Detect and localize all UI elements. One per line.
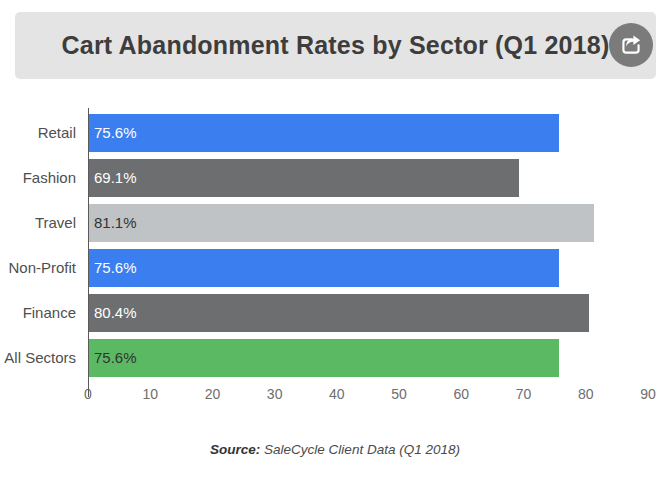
chart-row: Finance 80.4% — [0, 290, 670, 335]
source-caption: Source: SaleCycle Client Data (Q1 2018) — [0, 442, 670, 457]
bar-all-sectors: 75.6% — [89, 339, 559, 377]
x-tick-label: 10 — [142, 386, 158, 402]
bar-value-label: 75.6% — [94, 349, 137, 366]
x-tick-label: 20 — [205, 386, 221, 402]
bar-non-profit: 75.6% — [89, 249, 559, 287]
bar-value-label: 81.1% — [94, 214, 137, 231]
category-label: Retail — [0, 124, 88, 141]
chart-rows: Retail 75.6% Fashion 69.1% Travel 81.1% Non-Pr… — [0, 110, 670, 380]
category-label: Travel — [0, 214, 88, 231]
category-label: Non-Profit — [0, 259, 88, 276]
bar-track: 80.4% — [88, 294, 648, 332]
x-tick-label: 70 — [516, 386, 532, 402]
bar-value-label: 80.4% — [94, 304, 137, 321]
chart-header: Cart Abandonment Rates by Sector (Q1 201… — [15, 12, 656, 79]
category-label: Finance — [0, 304, 88, 321]
bar-value-label: 75.6% — [94, 124, 137, 141]
chart-row: Fashion 69.1% — [0, 155, 670, 200]
x-tick-label: 50 — [391, 386, 407, 402]
chart-row: Travel 81.1% — [0, 200, 670, 245]
bar-value-label: 75.6% — [94, 259, 137, 276]
bar-track: 75.6% — [88, 339, 648, 377]
bar-fashion: 69.1% — [89, 159, 519, 197]
category-label: All Sectors — [0, 349, 88, 366]
bar-chart: Retail 75.6% Fashion 69.1% Travel 81.1% Non-Pr… — [0, 110, 670, 408]
page-title: Cart Abandonment Rates by Sector (Q1 201… — [62, 31, 610, 60]
source-text: SaleCycle Client Data (Q1 2018) — [264, 442, 460, 457]
share-export-icon — [618, 32, 644, 58]
source-label: Source: — [210, 442, 260, 457]
bar-retail: 75.6% — [89, 114, 559, 152]
bar-value-label: 69.1% — [94, 169, 137, 186]
x-tick-label: 90 — [640, 386, 656, 402]
x-tick-label: 30 — [267, 386, 283, 402]
x-axis-ticks: 0102030405060708090 — [88, 386, 648, 408]
chart-row: All Sectors 75.6% — [0, 335, 670, 380]
bar-track: 75.6% — [88, 249, 648, 287]
category-label: Fashion — [0, 169, 88, 186]
bar-track: 81.1% — [88, 204, 648, 242]
share-button[interactable] — [609, 23, 653, 67]
x-tick-label: 80 — [578, 386, 594, 402]
bar-finance: 80.4% — [89, 294, 589, 332]
x-tick-label: 40 — [329, 386, 345, 402]
bar-track: 69.1% — [88, 159, 648, 197]
bar-track: 75.6% — [88, 114, 648, 152]
chart-row: Retail 75.6% — [0, 110, 670, 155]
x-tick-label: 60 — [454, 386, 470, 402]
chart-row: Non-Profit 75.6% — [0, 245, 670, 290]
bar-travel: 81.1% — [89, 204, 594, 242]
